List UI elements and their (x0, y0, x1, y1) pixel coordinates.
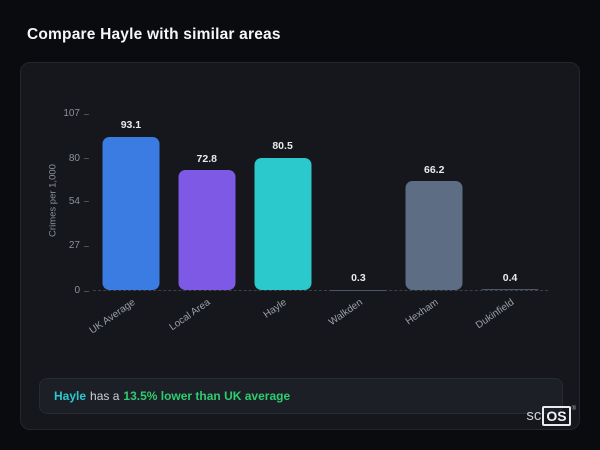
registered-trademark-icon: ® (571, 406, 576, 412)
bar-value-label: 66.2 (424, 163, 445, 176)
bar[interactable] (254, 157, 312, 290)
summary-note: Hayle has a 13.5% lower than UK average (39, 378, 563, 414)
bar-value-label: 0.3 (351, 272, 366, 285)
x-axis-label: UK Average (87, 297, 138, 337)
bar-value-label: 0.4 (502, 271, 518, 284)
bar[interactable] (102, 136, 160, 290)
bar[interactable] (178, 170, 236, 290)
logo-text-sc: sc (526, 407, 542, 424)
x-axis-label: Dukinfield (474, 297, 517, 332)
x-axis-label: Hexham (403, 297, 441, 328)
bar-slot: 80.5 Hayle (245, 114, 321, 321)
y-tick-label: 0 (74, 286, 89, 296)
bar[interactable] (405, 181, 463, 290)
y-tick-label: 80 (69, 153, 89, 164)
chart-card: Crimes per 1,000 0 27 54 80 107 93.1 UK Avera… (20, 62, 580, 430)
bar-value-label: 80.5 (272, 140, 293, 153)
bar-slot: 0.3 Walkden (320, 114, 396, 328)
bar-chart: Crimes per 1,000 0 27 54 80 107 93.1 UK Avera… (21, 63, 579, 429)
y-tick-label: 27 (69, 241, 89, 251)
summary-area-name: Hayle (54, 389, 87, 403)
summary-middle-text: has a (90, 389, 120, 403)
scos-logo: sc OS ® (526, 406, 576, 426)
page-title: Compare Hayle with similar areas (27, 26, 281, 43)
bar-slot: 93.1 UK Average (87, 114, 169, 337)
y-tick-label: 107 (63, 109, 89, 119)
bar-slot: 66.2 Hexham (396, 114, 472, 327)
summary-highlight-text: 13.5% lower than UK average (123, 389, 291, 403)
x-axis-label: Walkden (326, 297, 365, 329)
bar[interactable] (481, 289, 539, 290)
y-tick-label: 54 (69, 196, 89, 207)
bar-slot: 0.4 Dukinfield (472, 114, 548, 331)
bar-value-label: 72.8 (196, 152, 217, 165)
bar-value-label: 93.1 (120, 119, 142, 132)
x-axis-label: Hayle (261, 297, 289, 321)
logo-text-os: OS (542, 406, 571, 426)
bar-plot: 93.1 UK Average 72.8 Local Area 80.5 Hayle 0.3… (87, 114, 548, 337)
y-axis: 0 27 54 80 107 (45, 109, 89, 296)
bar-slot: 72.8 Local Area (168, 114, 245, 333)
x-axis-label: Local Area (168, 297, 214, 334)
